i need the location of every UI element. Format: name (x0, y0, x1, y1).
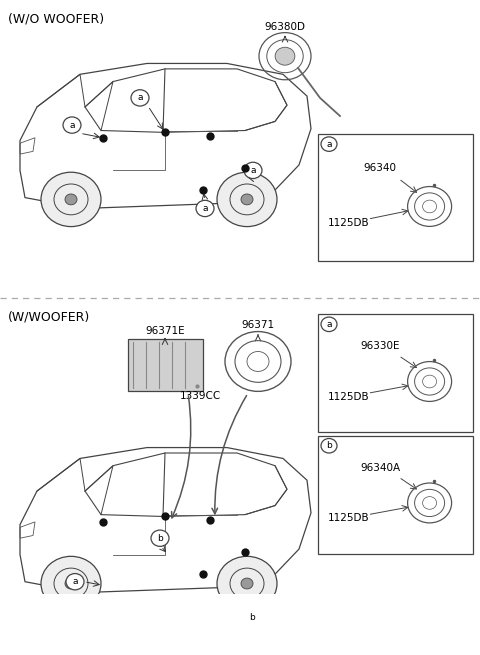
Circle shape (241, 578, 253, 589)
Text: 1125DB: 1125DB (328, 218, 370, 228)
Circle shape (41, 172, 101, 227)
Circle shape (66, 574, 84, 590)
Circle shape (151, 530, 169, 546)
Text: 96330E: 96330E (360, 341, 400, 351)
Text: a: a (326, 140, 332, 149)
Text: 96340A: 96340A (360, 462, 400, 473)
Text: (W/WOOFER): (W/WOOFER) (8, 310, 90, 324)
Text: a: a (202, 204, 208, 213)
Text: (W/O WOOFER): (W/O WOOFER) (8, 12, 104, 26)
FancyBboxPatch shape (128, 339, 203, 392)
Circle shape (217, 172, 277, 227)
Text: 96380D: 96380D (264, 22, 305, 32)
Circle shape (131, 90, 149, 106)
Circle shape (63, 117, 81, 133)
Text: a: a (250, 166, 256, 175)
Text: 1339CC: 1339CC (180, 391, 221, 401)
Text: b: b (157, 534, 163, 543)
Text: b: b (326, 441, 332, 450)
Circle shape (321, 317, 337, 331)
Text: a: a (69, 121, 75, 130)
Text: a: a (72, 577, 78, 586)
Circle shape (41, 556, 101, 610)
Circle shape (241, 194, 253, 205)
Circle shape (244, 162, 262, 179)
Text: 96371: 96371 (241, 320, 275, 330)
Circle shape (65, 578, 77, 589)
Circle shape (217, 556, 277, 610)
Text: 96340: 96340 (363, 163, 396, 174)
Circle shape (65, 194, 77, 205)
Text: b: b (249, 614, 255, 622)
Circle shape (321, 137, 337, 151)
Text: 96371E: 96371E (145, 326, 185, 335)
Circle shape (243, 610, 261, 626)
Circle shape (196, 200, 214, 217)
Circle shape (191, 652, 209, 655)
Text: a: a (326, 320, 332, 329)
Text: 1125DB: 1125DB (328, 392, 370, 402)
Circle shape (275, 47, 295, 65)
Text: a: a (137, 94, 143, 102)
Circle shape (321, 438, 337, 453)
Text: 1125DB: 1125DB (328, 514, 370, 523)
